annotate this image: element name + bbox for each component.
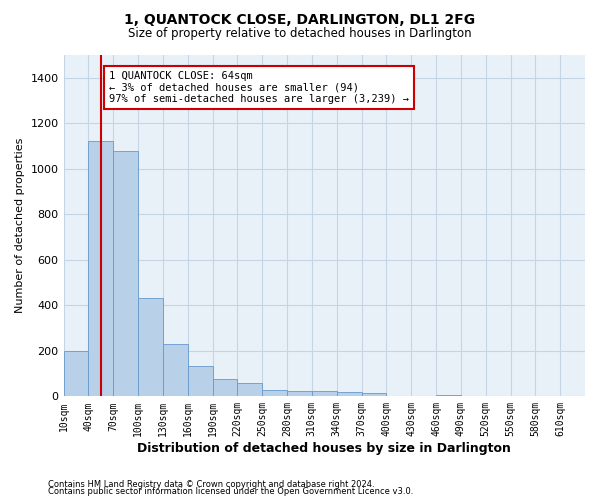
Text: Contains HM Land Registry data © Crown copyright and database right 2024.: Contains HM Land Registry data © Crown c… [48,480,374,489]
Bar [362,393,386,396]
X-axis label: Distribution of detached houses by size in Darlington: Distribution of detached houses by size … [137,442,511,455]
Bar [163,344,188,397]
Text: Contains public sector information licensed under the Open Government Licence v3: Contains public sector information licen… [48,487,413,496]
Bar [287,390,312,396]
Y-axis label: Number of detached properties: Number of detached properties [15,138,25,314]
Bar [212,380,238,396]
Bar [312,392,337,396]
Text: 1 QUANTOCK CLOSE: 64sqm
← 3% of detached houses are smaller (94)
97% of semi-det: 1 QUANTOCK CLOSE: 64sqm ← 3% of detached… [109,71,409,104]
Bar [88,142,113,396]
Bar [262,390,287,396]
Text: 1, QUANTOCK CLOSE, DARLINGTON, DL1 2FG: 1, QUANTOCK CLOSE, DARLINGTON, DL1 2FG [124,12,476,26]
Bar [238,382,262,396]
Bar [113,150,138,396]
Bar [337,392,362,396]
Bar [188,366,212,396]
Bar [64,351,88,397]
Text: Size of property relative to detached houses in Darlington: Size of property relative to detached ho… [128,28,472,40]
Bar [436,395,461,396]
Bar [138,298,163,396]
